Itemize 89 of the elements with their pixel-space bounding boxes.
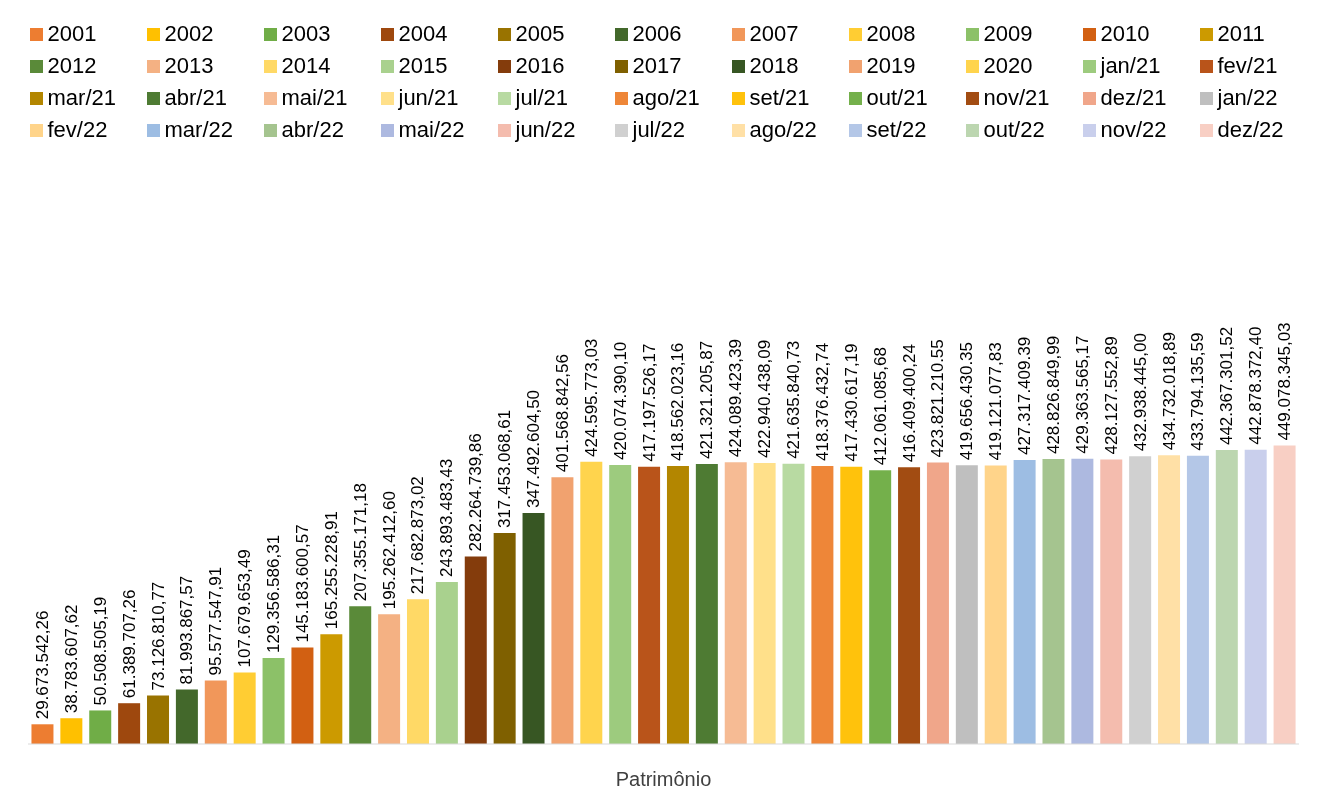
legend-label: out/22 [983,116,1045,144]
legend-label: 2002 [164,20,214,48]
legend-label: jan/22 [1217,84,1278,112]
legend-label: ago/21 [632,84,700,112]
legend-label: jun/21 [398,84,459,112]
data-label: 428.826.849,99 [1043,335,1063,455]
data-label: 449.078.345,03 [1275,322,1295,441]
data-label: 442.878.372,40 [1246,326,1266,445]
data-label: 50.508.505,19 [90,596,110,706]
data-label: 29.673.542,26 [32,610,52,720]
legend-label: 2020 [983,52,1033,80]
data-label: 145.183.600,57 [292,524,312,643]
legend-label: 2017 [632,52,682,80]
data-label: 427.317.409.39 [1015,336,1035,456]
legend-label: abr/21 [164,84,227,112]
data-label: 420.074.390,10 [610,341,630,460]
data-label: 434.732.018,89 [1159,331,1179,451]
legend-label: abr/22 [281,116,344,144]
data-label: 429.363.565,17 [1072,335,1092,454]
data-label: 207.355.171,18 [350,483,370,602]
data-label: 423.821.210.55 [928,339,948,458]
legend-label: dez/22 [1217,116,1284,144]
data-label: 61.389.707,26 [119,589,139,699]
x-axis-title: Patrimônio [615,768,712,790]
data-label: 412.061.085,68 [870,347,890,466]
legend-label: 2001 [47,20,97,48]
data-label: 419.121.077,83 [986,342,1006,461]
legend-label: fev/22 [47,116,108,144]
data-label: 81.993.867,57 [177,575,197,685]
data-label: 347.492.604,50 [524,389,544,509]
legend-label: 2019 [866,52,916,80]
data-label: 418.376.432,74 [812,342,832,461]
data-label: 421.321.205,87 [697,340,717,460]
data-label: 195.262.412,60 [379,491,399,610]
legend-label: 2005 [515,20,565,48]
data-label: 38.783.607,62 [61,604,81,714]
data-label: 421.635.840,73 [784,340,804,459]
legend-label: 2007 [749,20,799,48]
data-label: 165.255.228,91 [321,511,341,630]
data-label: 428.127.552,89 [1101,336,1121,455]
legend-label: out/21 [866,84,928,112]
data-label: 129.356.586,31 [264,534,284,654]
legend-label: nov/21 [983,84,1050,112]
data-label: 243.893.483,43 [437,458,457,577]
legend-label: 2015 [398,52,448,80]
legend-label: 2018 [749,52,799,80]
legend-label: mar/22 [164,116,233,144]
data-label: 417.430.617,19 [841,343,861,462]
legend-label: set/21 [749,84,810,112]
legend-label: mai/21 [281,84,348,112]
legend-label: mar/21 [47,84,116,112]
legend-label: jan/21 [1100,52,1161,80]
data-label: 95.577.547,91 [206,566,226,676]
legend-label: 2014 [281,52,331,80]
legend-label: mai/22 [398,116,465,144]
legend-label: 2012 [47,52,97,80]
legend-label: 2009 [983,20,1033,48]
legend-label: 2006 [632,20,682,48]
legend-label: ago/22 [749,116,817,144]
data-label: 424.089.423,39 [726,339,746,458]
data-label: 442.367.301,52 [1217,326,1237,446]
legend-label: jul/21 [515,84,569,112]
data-label: 107.679.653,49 [235,549,255,668]
data-label: 73.126.810,77 [148,581,168,691]
data-label: 401.568.842,56 [552,354,572,473]
legend-label: 2013 [164,52,214,80]
data-label: 416.409.400,24 [899,344,919,463]
legend-label: 2008 [866,20,916,48]
data-label: 317.453.068,61 [495,409,515,529]
data-label: 433.794.135,59 [1188,332,1208,451]
data-label: 424.595.773,03 [581,338,601,457]
legend-label: fev/21 [1217,52,1278,80]
data-label: 417.197.526,17 [639,343,659,462]
data-label: 282.264.739,86 [466,433,486,552]
legend-label: nov/22 [1100,116,1167,144]
data-label: 217.682.873,02 [408,476,428,595]
data-label: 432.938.445,00 [1130,333,1150,452]
legend-label: jun/22 [515,116,576,144]
legend-label: 2016 [515,52,565,80]
data-label: 419.656.430.35 [957,341,977,461]
data-label: 418.562.023,16 [668,342,688,461]
data-label: 422.940.438,09 [755,339,775,458]
legend-label: jul/22 [632,116,686,144]
legend-label: 2011 [1217,20,1265,48]
legend-label: 2004 [398,20,448,48]
legend-label: 2003 [281,20,331,48]
legend-label: dez/21 [1100,84,1167,112]
legend-label: set/22 [866,116,927,144]
legend-label: 2010 [1100,20,1150,48]
